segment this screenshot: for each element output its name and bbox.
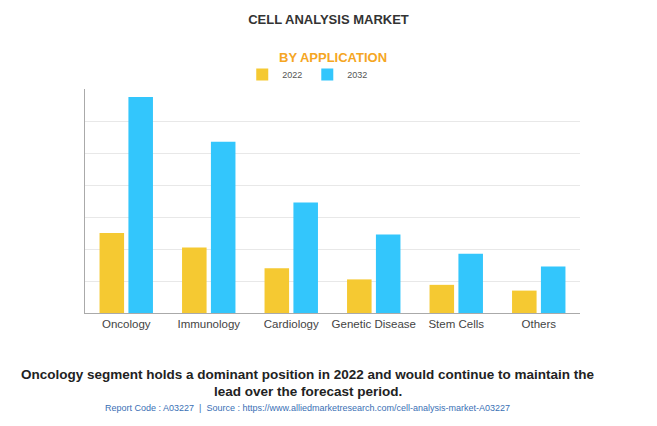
svg-text:lead over the forecast period.: lead over the forecast period. [214,384,402,399]
svg-text:Oncology: Oncology [102,318,151,330]
svg-text:Oncology segment holds a domin: Oncology segment holds a dominant positi… [21,367,595,382]
svg-text:Cardiology: Cardiology [264,318,319,330]
svg-text:BY APPLICATION: BY APPLICATION [279,50,387,65]
svg-text:CELL ANALYSIS MARKET: CELL ANALYSIS MARKET [248,12,409,27]
svg-text:Stem Cells: Stem Cells [428,318,484,330]
svg-text:Immunology: Immunology [177,318,240,330]
svg-text:Others: Others [521,318,556,330]
svg-text:2032: 2032 [347,70,367,80]
svg-text:Genetic Disease: Genetic Disease [332,318,416,330]
svg-text:2022: 2022 [282,70,302,80]
svg-text:Report Code : A03227 | Sourc: Report Code : A03227 | Source : https://… [105,403,510,413]
